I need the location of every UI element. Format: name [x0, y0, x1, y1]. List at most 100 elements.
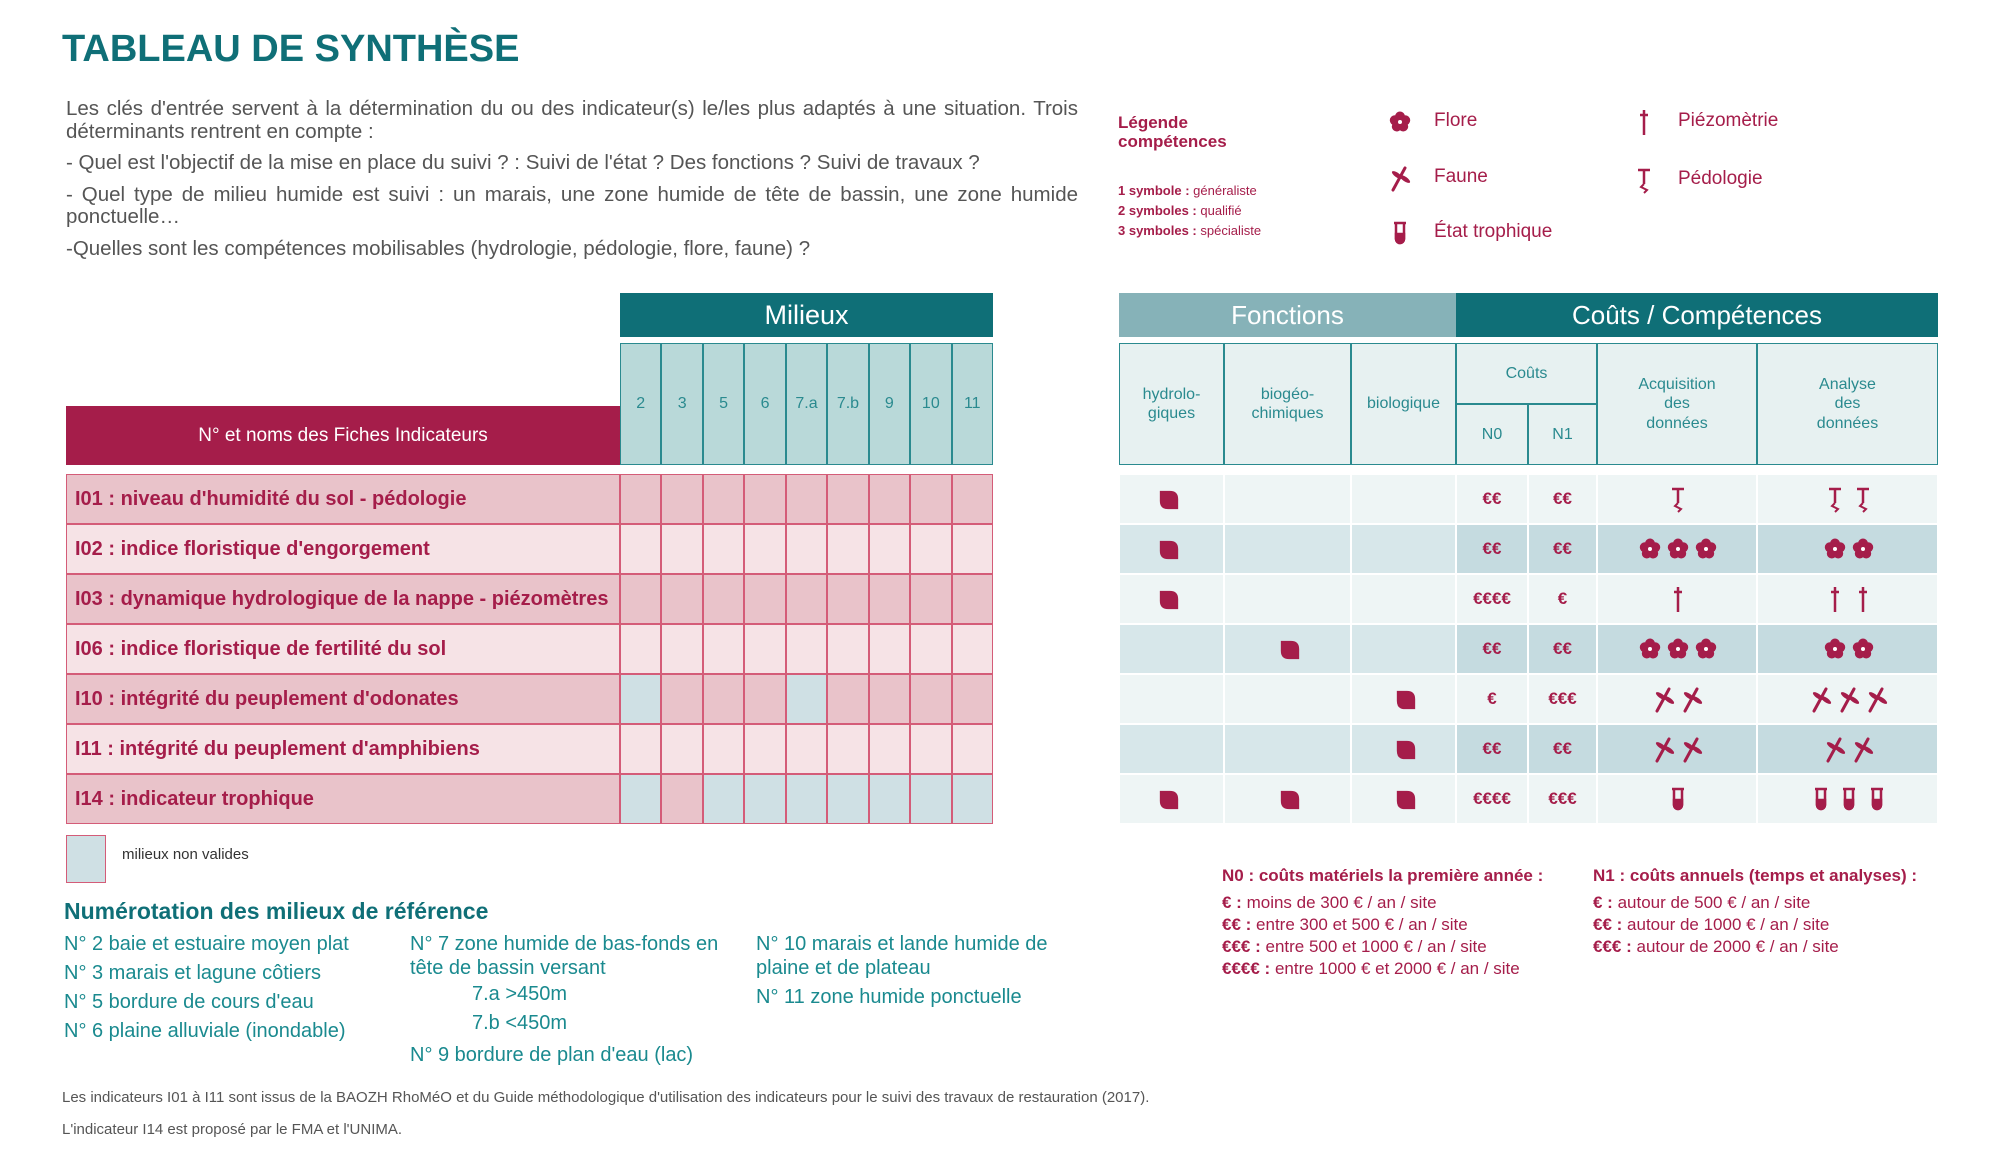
table-cell: €€: [1528, 474, 1597, 524]
valid-cell: [951, 524, 993, 574]
valid-cell: [661, 524, 703, 574]
competence-icons: [1672, 787, 1684, 811]
table-cell: [1351, 574, 1456, 624]
valid-cell: [620, 524, 662, 574]
table-cell: €€: [1528, 524, 1597, 574]
cost-label: € :: [1222, 893, 1242, 912]
cost: €€: [1482, 539, 1502, 558]
cost-label: €€€ :: [1593, 937, 1632, 956]
table-cell: [1224, 624, 1351, 674]
table-cell: [1351, 624, 1456, 674]
competence-icons: [1830, 587, 1867, 612]
cost-text: entre 500 et 1000 € / an / site: [1265, 937, 1487, 956]
footer-note: L'indicateur I14 est proposé par le FMA …: [62, 1121, 403, 1138]
milieu-text: N° 5 bordure de cours d'eau: [64, 991, 314, 1013]
intro-paragraph: -Quelles sont les compétences mobilisabl…: [66, 236, 811, 260]
table-cell: €: [1528, 574, 1597, 624]
indicator-name: I14 : indicateur trophique: [66, 774, 620, 824]
table-cell: [1757, 524, 1938, 574]
milieu-text: N° 6 plaine alluviale (inondable): [64, 1020, 346, 1042]
cost: €€€: [1548, 689, 1577, 708]
legend-icon: [1640, 110, 1648, 135]
valid-cell: [868, 724, 911, 774]
cost-legend-title: N1 : coûts annuels (temps et analyses) :: [1593, 866, 1918, 885]
invalid-cell: [827, 774, 869, 824]
table-cell: [1757, 724, 1938, 774]
milieu-text: N° 3 marais et lagune côtiers: [64, 962, 322, 984]
table-cell: €€€: [1528, 774, 1597, 824]
legend-level: 3 symboles : spécialiste: [1118, 223, 1378, 238]
table-cell: €€€€: [1456, 774, 1528, 824]
cost: €€: [1553, 489, 1572, 508]
invalid-cell: [702, 774, 745, 824]
level-label: 3 symboles :: [1118, 223, 1197, 238]
invalid-legend: milieux non valides: [122, 846, 249, 863]
competence-icons: [1655, 687, 1703, 713]
milieu-text: N° 9 bordure de plan d'eau (lac): [410, 1044, 694, 1066]
cost-legend-title: N0 : coûts matériels la première année :: [1222, 866, 1544, 885]
level-text: qualifié: [1200, 203, 1242, 218]
valid-cell: [910, 624, 952, 674]
milieu-text: N° 7 zone humide de bas-fonds en tête de…: [410, 933, 719, 979]
table-cell: [1224, 574, 1351, 624]
legend-icon: [1389, 111, 1411, 132]
competence-icons: [1672, 487, 1684, 513]
valid-cell: [785, 574, 828, 624]
valid-cell: [827, 724, 869, 774]
valid-cell: [702, 624, 745, 674]
cost: €€€€: [1473, 589, 1511, 608]
table-cell: [1224, 474, 1351, 524]
table-cell: [1597, 724, 1757, 774]
cost-legend-item: €€€€ : entre 1000 € et 2000 € / an / sit…: [1222, 959, 1520, 979]
analyse-column: Analyse des données: [1757, 343, 1938, 465]
valid-cell: [661, 574, 703, 624]
invalid-cell: [620, 674, 662, 724]
competence-icons: [1674, 587, 1682, 612]
milieu-sub-text: 7.a >450m: [472, 983, 568, 1005]
cost: €€: [1553, 739, 1572, 758]
numerotation-column: N° 7 zone humide de bas-fonds en tête de…: [410, 932, 740, 1072]
valid-cell: [661, 624, 703, 674]
function-mark: [1159, 790, 1179, 810]
milieu-sub: 7.b <450m: [410, 1009, 740, 1038]
level-label: 2 symboles :: [1118, 203, 1197, 218]
valid-cell: [785, 624, 828, 674]
valid-cell: [868, 474, 911, 524]
legend-icon: [1394, 221, 1406, 245]
function-mark: [1159, 540, 1179, 560]
function-column: biogéo- chimiques: [1224, 343, 1351, 465]
table-cell: [1119, 624, 1224, 674]
valid-cell: [910, 474, 952, 524]
legend-icon: [1391, 166, 1411, 192]
table-cell: [1597, 674, 1757, 724]
competence-icons: [1828, 487, 1869, 513]
legend-item: Piézomètrie: [1678, 110, 1779, 131]
intro-paragraph: - Quel est l'objectif de la mise en plac…: [66, 151, 980, 175]
table-cell: €€: [1456, 624, 1528, 674]
table-cell: [1119, 674, 1224, 724]
acquisition-column: Acquisition des données: [1597, 343, 1757, 465]
function-column: hydrolo- giques: [1119, 343, 1224, 465]
title: TABLEAU DE SYNTHÈSE: [62, 28, 520, 70]
table-cell: €€: [1456, 474, 1528, 524]
valid-cell: [827, 624, 869, 674]
valid-cell: [702, 724, 745, 774]
valid-cell: [661, 474, 703, 524]
invalid-cell: [744, 774, 786, 824]
indicator-name: I02 : indice floristique d'engorgement: [66, 524, 620, 574]
valid-cell: [744, 674, 786, 724]
function-mark: [1280, 790, 1299, 810]
valid-cell: [702, 674, 745, 724]
competence-icons: [1824, 638, 1873, 659]
function-mark: [1280, 640, 1299, 660]
table-cell: €€: [1528, 724, 1597, 774]
level-label: 1 symbole :: [1118, 183, 1190, 198]
milieu-item: N° 11 zone humide ponctuelle: [756, 985, 1086, 1009]
legend-icon: [1638, 168, 1650, 194]
valid-cell: [661, 674, 703, 724]
valid-cell: [827, 574, 869, 624]
cost: €€: [1553, 639, 1572, 658]
cost: €€: [1482, 489, 1502, 508]
valid-cell: [785, 474, 828, 524]
n0-column: N0: [1456, 404, 1528, 465]
